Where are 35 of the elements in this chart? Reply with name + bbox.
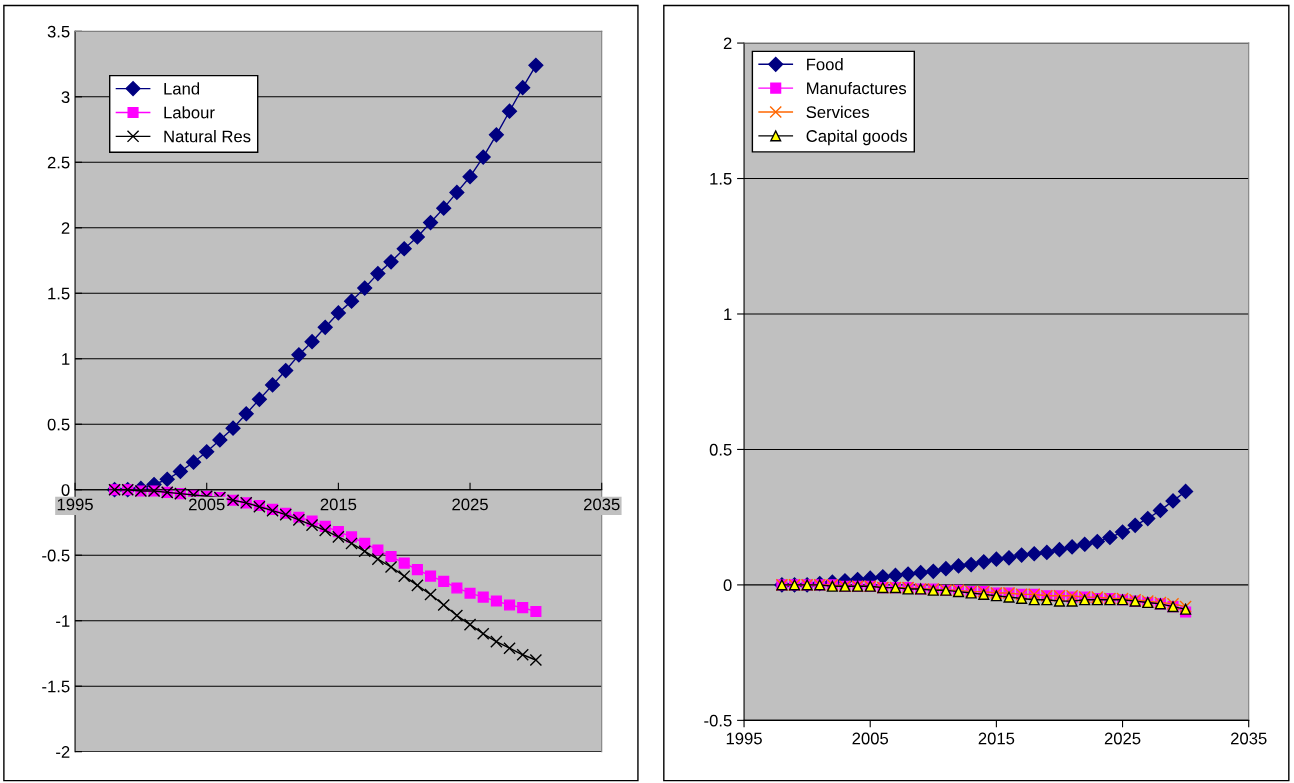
y-tick-label: 0	[723, 579, 732, 592]
y-tick-label: 2.5	[47, 156, 70, 169]
y-tick-label: 1	[724, 308, 732, 321]
x-tick-label: 2005	[189, 498, 225, 511]
y-tick-label: 1.5	[710, 173, 732, 185]
legend-label: Manufactures	[807, 81, 907, 95]
legend-label: Labour	[164, 106, 215, 119]
y-tick-label: 0.5	[47, 418, 70, 431]
y-tick-label: -2	[56, 746, 70, 758]
y-tick-label: 0	[61, 484, 70, 496]
x-tick-label: 2025	[452, 498, 488, 511]
x-tick-label: 2035	[1231, 732, 1267, 745]
x-tick-label: 2015	[320, 498, 357, 511]
y-tick-label: 1.5	[48, 287, 70, 300]
y-tick-label: 3	[61, 91, 70, 104]
legend-label: Capital goods	[806, 129, 908, 146]
y-tick-label: -0.5	[42, 549, 70, 562]
y-tick-label: -1.5	[42, 680, 70, 693]
x-tick-label: 1995	[726, 732, 762, 745]
y-tick-label: 0.5	[709, 443, 732, 456]
legend-label: Natural Res	[164, 130, 251, 143]
y-tick-label: -1	[56, 615, 70, 627]
x-tick-label: 2025	[1104, 732, 1141, 745]
x-tick-label: 2005	[852, 732, 889, 745]
y-tick-label: 2	[723, 37, 732, 50]
legend-label: Services	[806, 105, 870, 119]
y-tick-label: 2	[61, 222, 70, 234]
y-tick-label: 1	[62, 353, 70, 365]
y-tick-label: 3.5	[47, 25, 70, 38]
legend-label: Food	[807, 58, 843, 71]
x-tick-label: 1995	[57, 498, 93, 511]
legend-label: Land	[164, 82, 200, 95]
y-tick-label: -0.5	[704, 714, 732, 727]
x-tick-label: 2035	[584, 498, 620, 511]
x-tick-label: 2015	[978, 732, 1015, 745]
